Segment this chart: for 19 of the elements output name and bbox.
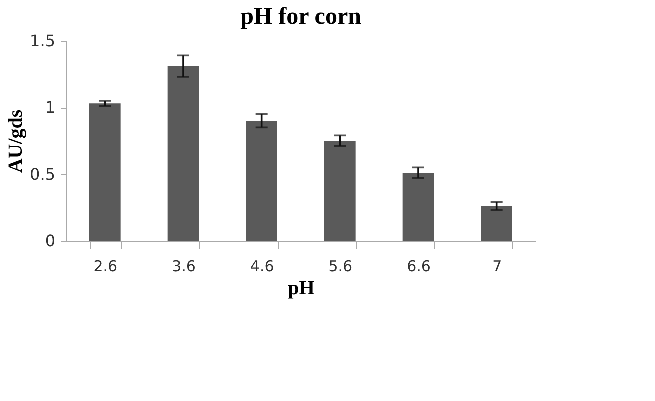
y-axis-title: AU/gds — [5, 110, 28, 174]
x-tick-label: 2.6 — [94, 258, 118, 276]
bar — [246, 121, 278, 241]
y-tick-label: 0 — [45, 232, 56, 250]
x-tick-label: 7 — [492, 258, 502, 276]
bar — [324, 141, 356, 241]
bar — [90, 104, 121, 241]
bar — [402, 173, 434, 241]
bar — [168, 66, 200, 241]
x-axis-title: pH — [288, 278, 316, 300]
y-tick-label: 1 — [45, 98, 56, 118]
y-tick-label: 1.5 — [30, 32, 56, 50]
bar — [481, 206, 512, 241]
x-tick-label: 5.6 — [328, 258, 353, 276]
chart-title: pH for corn — [240, 4, 362, 30]
y-tick-label: 0.5 — [30, 164, 56, 184]
x-tick-label: 6.6 — [407, 258, 431, 276]
x-tick-label: 3.6 — [172, 258, 196, 276]
x-tick-label: 4.6 — [250, 258, 274, 276]
